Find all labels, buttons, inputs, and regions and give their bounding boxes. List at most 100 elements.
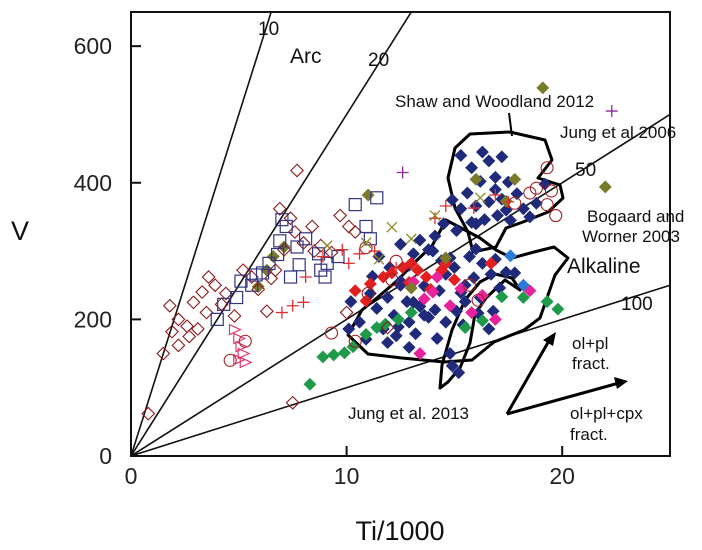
data-point-cross [386, 221, 398, 233]
data-point-diamond-filled [389, 329, 403, 343]
data-point-square-open [348, 198, 362, 212]
data-point-plus [316, 250, 329, 263]
data-point-diamond-filled [490, 209, 505, 223]
data-point-diamond-filled [469, 242, 483, 256]
data-point-plus [275, 306, 288, 319]
data-point-square-open [370, 191, 384, 205]
data-point-diamond-filled [460, 186, 474, 200]
data-point-plus [467, 202, 480, 215]
data-point-diamond-open [283, 211, 298, 226]
data-point-circle-open [385, 273, 399, 287]
data-point-plus [502, 195, 515, 208]
data-point-square-open [275, 213, 289, 227]
data-point-diamond-open [272, 201, 287, 216]
data-point-diamond-filled [475, 314, 489, 328]
data-point-diamond-filled [430, 270, 444, 284]
data-point-diamond-filled [469, 217, 483, 231]
axis-titles: Ti/1000 V [11, 216, 445, 546]
shaw-woodland-annotation: Shaw and Woodland 2012 [395, 92, 594, 111]
shaw-leader-line [508, 112, 513, 137]
data-point-circle-open [223, 353, 237, 367]
data-points [141, 81, 618, 421]
data-point-square-open [311, 247, 326, 261]
data-point-diamond-filled [445, 193, 459, 207]
data-point-square-open [279, 219, 293, 234]
ol-pl-cpx-label-line2: fract. [570, 425, 608, 444]
data-point-diamond-open [333, 208, 348, 223]
data-point-square-open [363, 232, 377, 246]
data-point-triangle-right-open [239, 356, 253, 369]
data-point-cross [405, 233, 417, 245]
data-point-circle-open [471, 293, 485, 307]
data-point-diamond-filled [482, 154, 496, 168]
x-axis-title: Ti/1000 [355, 516, 444, 546]
data-point-diamond-open [348, 224, 363, 239]
x-tick-label: 0 [125, 463, 138, 489]
data-point-plus [297, 296, 310, 309]
data-point-diamond-filled [465, 306, 479, 320]
ratio-label-10: 10 [258, 19, 279, 40]
data-point-square-open [249, 268, 263, 282]
data-point-plus [489, 189, 502, 202]
data-point-diamond-open [264, 271, 279, 286]
data-point-circle-open [529, 181, 543, 195]
data-point-diamond-filled [484, 267, 498, 281]
data-point-circle-open [359, 241, 373, 255]
data-point-diamond-filled [475, 256, 489, 270]
data-point-circle-open [348, 334, 362, 348]
data-point-diamond-filled [381, 336, 395, 350]
data-point-diamond-filled [508, 266, 522, 280]
data-point-diamond-filled [417, 308, 431, 322]
data-point-diamond-filled [510, 187, 524, 201]
bogaard-annotation-line1: Bogaard and [587, 207, 684, 226]
data-point-triangle-right-open [235, 340, 249, 353]
data-point-plus [396, 166, 409, 179]
data-point-diamond-filled [391, 312, 405, 326]
data-point-diamond-filled [551, 302, 565, 316]
ratio-label-20: 20 [368, 50, 389, 71]
data-point-diamond-filled [495, 150, 509, 164]
y-tick-label: 600 [74, 33, 112, 59]
jung-2006-annotation: Jung et al 2006 [560, 123, 676, 142]
y-tick-label: 200 [74, 306, 112, 332]
data-point-plus [299, 271, 312, 284]
bogaard-annotation-line2: Worner 2003 [582, 227, 680, 246]
data-point-diamond-filled [426, 285, 440, 299]
data-point-diamond-filled [393, 237, 408, 251]
data-point-cross [373, 253, 385, 265]
data-point-circle-open [540, 161, 554, 175]
x-tick-label: 20 [549, 463, 575, 489]
data-point-square-open [273, 234, 287, 248]
data-point-diamond-filled [516, 278, 530, 292]
shaw-woodland-field-outline [446, 130, 565, 254]
data-point-diamond-open [171, 312, 186, 327]
data-point-diamond-filled [348, 284, 362, 298]
data-point-square-open [283, 270, 298, 284]
data-point-diamond-filled [443, 299, 457, 313]
data-point-diamond-filled [381, 290, 395, 305]
data-point-diamond-filled [337, 346, 351, 360]
data-point-diamond-filled [462, 249, 477, 264]
data-point-diamond-filled [523, 210, 537, 224]
data-point-diamond-open [259, 304, 274, 319]
data-point-diamond-open [227, 308, 242, 323]
data-point-diamond-open [201, 270, 216, 285]
ratio-line-10 [131, 284, 670, 456]
y-axis-title: V [11, 216, 29, 246]
data-point-diamond-filled [409, 327, 423, 341]
data-point-diamond-filled [482, 195, 496, 209]
data-point-diamond-open [162, 298, 177, 313]
data-point-diamond-filled [352, 315, 367, 329]
data-point-diamond-filled [458, 321, 472, 335]
data-point-triangle-right-open [233, 353, 247, 366]
data-point-diamond-filled [419, 270, 433, 284]
data-point-square-open [217, 297, 231, 311]
data-point-diamond-filled [430, 331, 444, 346]
data-point-diamond-filled [508, 172, 522, 186]
data-point-diamond-filled [450, 224, 464, 238]
data-point-diamond-filled [428, 229, 442, 243]
data-point-circle-open [540, 198, 554, 212]
data-point-diamond-open [190, 321, 205, 336]
data-point-plus [286, 299, 299, 312]
